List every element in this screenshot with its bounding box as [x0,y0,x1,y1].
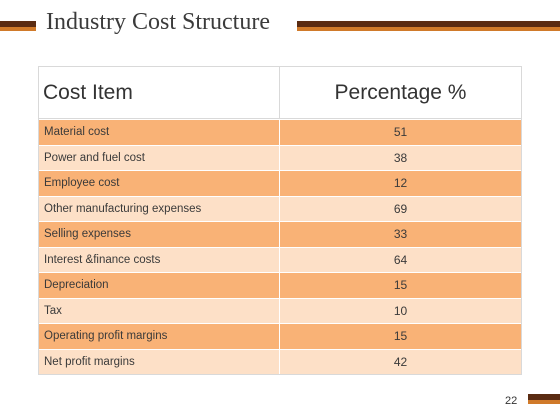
cost-item-cell: Interest &finance costs [39,247,280,272]
cost-structure-table: Cost Item Percentage % Material cost 51 … [38,66,522,375]
footer-accent-bar [528,394,560,404]
table-row: Depreciation 15 [39,272,521,298]
percentage-cell: 42 [393,354,408,369]
percentage-cell: 69 [393,201,408,216]
title-accent-bar-left [0,21,36,31]
cost-item-cell: Other manufacturing expenses [39,196,280,221]
cost-item-cell: Power and fuel cost [39,145,280,170]
table-header-row: Cost Item Percentage % [39,67,521,119]
percentage-cell: 15 [393,278,408,293]
percentage-cell: 33 [393,227,408,242]
cost-item-cell: Operating profit margins [39,324,280,349]
header-cost-item: Cost Item [39,67,280,118]
header-percentage: Percentage % [334,80,467,104]
table-row: Material cost 51 [39,119,521,145]
cost-item-cell: Material cost [39,120,280,145]
table-row: Net profit margins 42 [39,348,521,374]
table-row: Interest &finance costs 64 [39,246,521,272]
cost-item-cell: Selling expenses [39,222,280,247]
percentage-cell: 64 [393,252,408,267]
table-row: Operating profit margins 15 [39,323,521,349]
table-row: Selling expenses 33 [39,221,521,247]
percentage-cell: 10 [393,303,408,318]
cost-item-cell: Employee cost [39,171,280,196]
table-row: Other manufacturing expenses 69 [39,195,521,221]
page-number: 22 [505,395,518,407]
cost-item-cell: Net profit margins [39,349,280,374]
cost-item-cell: Tax [39,298,280,323]
percentage-cell: 15 [393,329,408,344]
percentage-cell: 38 [393,150,408,165]
slide-title: Industry Cost Structure [46,9,270,35]
table-row: Power and fuel cost 38 [39,144,521,170]
table-row: Tax 10 [39,297,521,323]
percentage-cell: 12 [393,176,408,191]
cost-item-cell: Depreciation [39,273,280,298]
table-row: Employee cost 12 [39,170,521,196]
title-accent-bar-right [297,21,560,31]
percentage-cell: 51 [393,125,408,140]
